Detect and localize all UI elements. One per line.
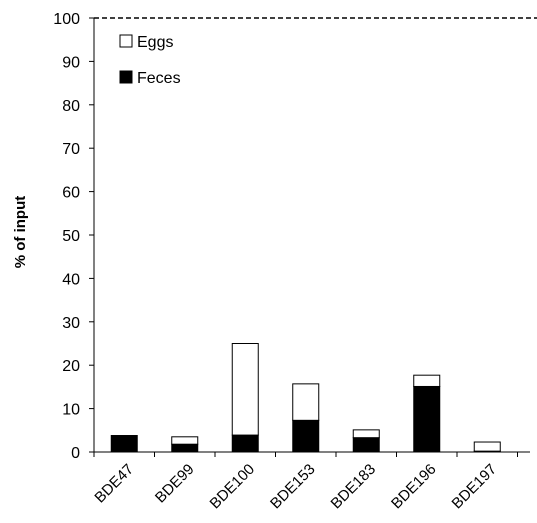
y-tick-label: 30 bbox=[62, 315, 80, 332]
x-tick-label: BDE47 bbox=[91, 461, 137, 507]
x-tick-label: BDE197 bbox=[449, 461, 501, 513]
y-tick-label: 10 bbox=[62, 402, 80, 419]
y-tick-label: 100 bbox=[53, 11, 80, 28]
y-tick-label: 50 bbox=[62, 228, 80, 245]
y-tick-label: 60 bbox=[62, 185, 80, 202]
bar-feces-bde196 bbox=[413, 385, 441, 453]
bar-feces-bde153 bbox=[292, 419, 320, 453]
bar-eggs-bde153 bbox=[292, 383, 320, 421]
legend-swatch-feces bbox=[119, 70, 133, 84]
bar-feces-bde183 bbox=[352, 437, 380, 453]
bars bbox=[110, 343, 501, 453]
bar-feces-bde99 bbox=[171, 443, 199, 453]
y-tick-label: 80 bbox=[62, 98, 80, 115]
x-tick-label: BDE183 bbox=[328, 461, 380, 513]
x-tick-label: BDE99 bbox=[152, 461, 198, 507]
bar-feces-bde100 bbox=[231, 434, 259, 453]
legend-label-feces: Feces bbox=[137, 70, 181, 87]
y-tick-label: 40 bbox=[62, 271, 80, 288]
bar-eggs-bde99 bbox=[171, 436, 199, 445]
x-tick-label: BDE153 bbox=[267, 461, 319, 513]
y-axis-title: % of input bbox=[12, 196, 29, 268]
legend-label-eggs: Eggs bbox=[137, 34, 173, 51]
y-tick-label: 0 bbox=[71, 445, 80, 462]
x-tick-label: BDE196 bbox=[388, 461, 440, 513]
bar-eggs-bde197 bbox=[473, 441, 501, 452]
axes bbox=[89, 17, 537, 457]
y-tick-label: 90 bbox=[62, 54, 80, 71]
bar-eggs-bde183 bbox=[352, 429, 380, 439]
y-tick-label: 20 bbox=[62, 358, 80, 375]
bar-eggs-bde196 bbox=[413, 374, 441, 387]
x-tick-label: BDE100 bbox=[207, 461, 259, 513]
legend: Eggs Feces bbox=[119, 34, 181, 87]
bar-feces-bde47 bbox=[110, 435, 138, 453]
bar-eggs-bde100 bbox=[231, 343, 259, 436]
y-tick-label: 70 bbox=[62, 141, 80, 158]
legend-swatch-eggs bbox=[119, 34, 133, 48]
